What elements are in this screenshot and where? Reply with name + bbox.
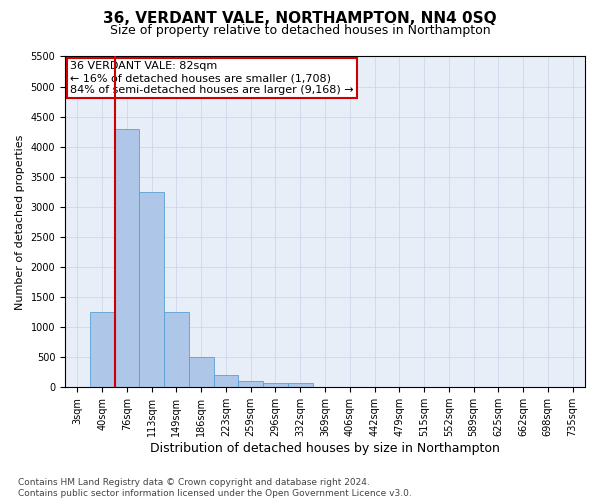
Bar [214,375,238,387]
Text: Contains HM Land Registry data © Crown copyright and database right 2024.
Contai: Contains HM Land Registry data © Crown c… [18,478,412,498]
Bar [90,312,115,387]
Text: 36 VERDANT VALE: 82sqm
← 16% of detached houses are smaller (1,708)
84% of semi-: 36 VERDANT VALE: 82sqm ← 16% of detached… [70,62,354,94]
Text: 36, VERDANT VALE, NORTHAMPTON, NN4 0SQ: 36, VERDANT VALE, NORTHAMPTON, NN4 0SQ [103,11,497,26]
Y-axis label: Number of detached properties: Number of detached properties [15,134,25,310]
Bar [189,357,214,387]
X-axis label: Distribution of detached houses by size in Northampton: Distribution of detached houses by size … [150,442,500,455]
Bar [238,381,263,387]
Bar [115,128,139,387]
Bar [288,383,313,387]
Text: Size of property relative to detached houses in Northampton: Size of property relative to detached ho… [110,24,490,37]
Bar [139,192,164,387]
Bar [263,383,288,387]
Bar [164,312,189,387]
